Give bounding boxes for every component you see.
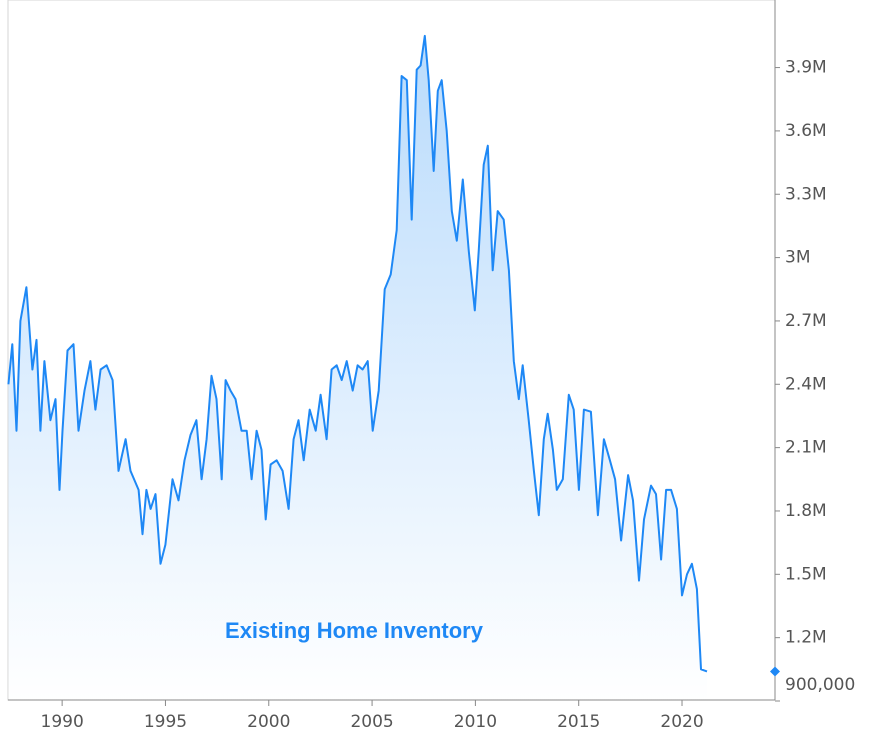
- y-tick-label: 2.7M: [785, 311, 827, 331]
- last-value-marker: [770, 666, 780, 677]
- x-tick-label: 2010: [454, 712, 497, 732]
- x-tick-label: 2005: [350, 712, 393, 732]
- y-tick-label: 3.9M: [785, 58, 827, 78]
- x-tick-label: 2000: [247, 712, 290, 732]
- y-tick-label: 1.5M: [785, 564, 827, 584]
- y-tick-label: 3.3M: [785, 184, 827, 204]
- annotation: Existing Home Inventory: [225, 618, 484, 643]
- y-tick-label: 2.1M: [785, 438, 827, 458]
- x-tick-label: 1990: [41, 712, 84, 732]
- y-tick-label: 2.4M: [785, 374, 827, 394]
- line: [7, 34, 708, 673]
- y-tick-label: 1.2M: [785, 628, 827, 648]
- y-tick-label: 3.6M: [785, 121, 827, 141]
- y-tick-label: 1.8M: [785, 501, 827, 521]
- x-tick-label: 2015: [557, 712, 600, 732]
- x-tick-label: 1995: [144, 712, 187, 732]
- y-tick-label: 3M: [785, 248, 810, 268]
- y-tick-label: 900,000: [785, 675, 855, 695]
- x-tick-label: 2020: [660, 712, 703, 732]
